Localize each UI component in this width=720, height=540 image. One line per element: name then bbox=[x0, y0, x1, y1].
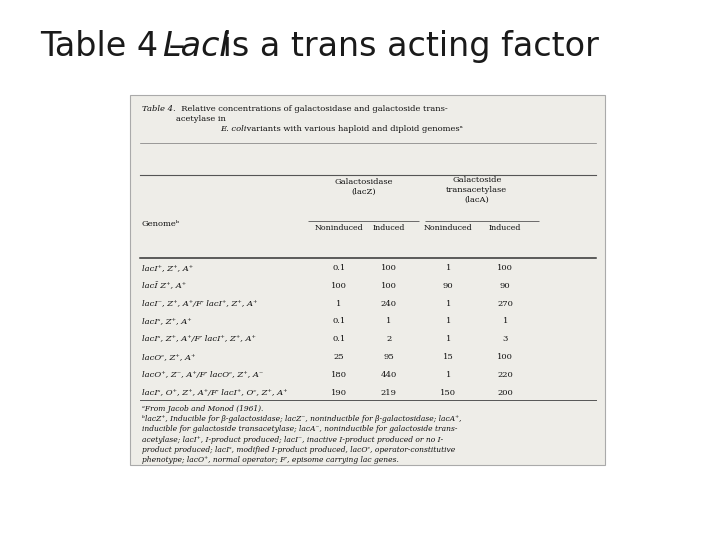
FancyBboxPatch shape bbox=[130, 95, 605, 465]
Text: 100: 100 bbox=[498, 264, 513, 272]
Text: product produced; lacIˢ, modified I-product produced, lacOᶜ, operator-constituti: product produced; lacIˢ, modified I-prod… bbox=[142, 446, 455, 454]
Text: 200: 200 bbox=[498, 389, 513, 397]
Text: Induced: Induced bbox=[489, 224, 521, 232]
Text: lacO⁺, Z⁻, A⁺/F′ lacOᶜ, Z⁺, A⁻: lacO⁺, Z⁻, A⁺/F′ lacOᶜ, Z⁺, A⁻ bbox=[142, 371, 263, 379]
Text: Genomeᵇ: Genomeᵇ bbox=[142, 220, 180, 228]
Text: lacIˢ, Z⁺, A⁺/F′ lacI⁺, Z⁺, A⁺: lacIˢ, Z⁺, A⁺/F′ lacI⁺, Z⁺, A⁺ bbox=[142, 335, 256, 343]
Text: 90: 90 bbox=[500, 282, 510, 290]
Text: Galactoside
transacetylase
(lacA): Galactoside transacetylase (lacA) bbox=[446, 177, 508, 204]
Text: 2: 2 bbox=[386, 335, 392, 343]
Text: 190: 190 bbox=[331, 389, 347, 397]
Text: 100: 100 bbox=[331, 282, 347, 290]
Text: Induced: Induced bbox=[373, 224, 405, 232]
Text: LacI: LacI bbox=[162, 30, 230, 63]
Text: 1: 1 bbox=[446, 264, 451, 272]
Text: 219: 219 bbox=[381, 389, 397, 397]
Text: 1: 1 bbox=[336, 300, 342, 308]
Text: 100: 100 bbox=[498, 353, 513, 361]
Text: 100: 100 bbox=[381, 264, 397, 272]
Text: 1: 1 bbox=[386, 318, 392, 326]
Text: acetylase; lacI⁺, I-product produced; lacI⁻, inactive I-product produced or no I: acetylase; lacI⁺, I-product produced; la… bbox=[142, 436, 443, 444]
Text: 90: 90 bbox=[443, 282, 454, 290]
Text: 270: 270 bbox=[498, 300, 513, 308]
Text: lacIˢ, O⁺, Z⁺, A⁺/F′ lacI⁺, Oᶜ, Z⁺, A⁺: lacIˢ, O⁺, Z⁺, A⁺/F′ lacI⁺, Oᶜ, Z⁺, A⁺ bbox=[142, 389, 287, 397]
Text: is a trans acting factor: is a trans acting factor bbox=[212, 30, 599, 63]
Text: 15: 15 bbox=[443, 353, 454, 361]
Text: Noninduced: Noninduced bbox=[315, 224, 364, 232]
Text: inducible for galactoside transacetylase; lacA⁻, noninducible for galactoside tr: inducible for galactoside transacetylase… bbox=[142, 426, 457, 434]
Text: Galactosidase
(lacZ): Galactosidase (lacZ) bbox=[335, 178, 393, 196]
Text: Relative concentrations of galactosidase and galactoside trans-
acetylase in: Relative concentrations of galactosidase… bbox=[176, 105, 448, 123]
Text: 3: 3 bbox=[503, 335, 508, 343]
Text: Table 4.: Table 4. bbox=[142, 105, 176, 113]
Text: 180: 180 bbox=[331, 371, 347, 379]
Text: 150: 150 bbox=[440, 389, 456, 397]
Text: 100: 100 bbox=[381, 282, 397, 290]
Text: 1: 1 bbox=[446, 300, 451, 308]
Text: 1: 1 bbox=[446, 371, 451, 379]
Text: 440: 440 bbox=[381, 371, 397, 379]
Text: E. coli: E. coli bbox=[220, 125, 247, 133]
Text: lacI⁻, Z⁺, A⁺/F′ lacI⁺, Z⁺, A⁺: lacI⁻, Z⁺, A⁺/F′ lacI⁺, Z⁺, A⁺ bbox=[142, 300, 257, 308]
Text: ᵃFrom Jacob and Monod (1961).: ᵃFrom Jacob and Monod (1961). bbox=[142, 404, 264, 413]
Text: 0.1: 0.1 bbox=[333, 264, 346, 272]
Text: lacĪ Z⁺, A⁺: lacĪ Z⁺, A⁺ bbox=[142, 282, 186, 290]
Text: 0.1: 0.1 bbox=[333, 335, 346, 343]
Text: 240: 240 bbox=[381, 300, 397, 308]
Text: 25: 25 bbox=[333, 353, 344, 361]
Text: ᵇlacZ⁺, Inducible for β-galactosidase; lacZ⁻, noninducible for β-galactosidase; : ᵇlacZ⁺, Inducible for β-galactosidase; l… bbox=[142, 415, 462, 423]
Text: 1: 1 bbox=[503, 318, 508, 326]
Text: variants with various haploid and diploid genomesᵃ: variants with various haploid and diploi… bbox=[244, 125, 463, 133]
Text: phenotype; lacO⁺, normal operator; F′, episome carrying lac genes.: phenotype; lacO⁺, normal operator; F′, e… bbox=[142, 456, 399, 464]
Text: lacIˢ, Z⁺, A⁺: lacIˢ, Z⁺, A⁺ bbox=[142, 318, 192, 326]
Text: lacI⁺, Z⁺, A⁺: lacI⁺, Z⁺, A⁺ bbox=[142, 264, 193, 272]
Text: 1: 1 bbox=[446, 318, 451, 326]
Text: 95: 95 bbox=[384, 353, 395, 361]
Text: 220: 220 bbox=[498, 371, 513, 379]
Text: Table 4 –: Table 4 – bbox=[40, 30, 196, 63]
Text: 0.1: 0.1 bbox=[333, 318, 346, 326]
Text: lacOᶜ, Z⁺, A⁺: lacOᶜ, Z⁺, A⁺ bbox=[142, 353, 195, 361]
Text: Noninduced: Noninduced bbox=[424, 224, 472, 232]
Text: 1: 1 bbox=[446, 335, 451, 343]
